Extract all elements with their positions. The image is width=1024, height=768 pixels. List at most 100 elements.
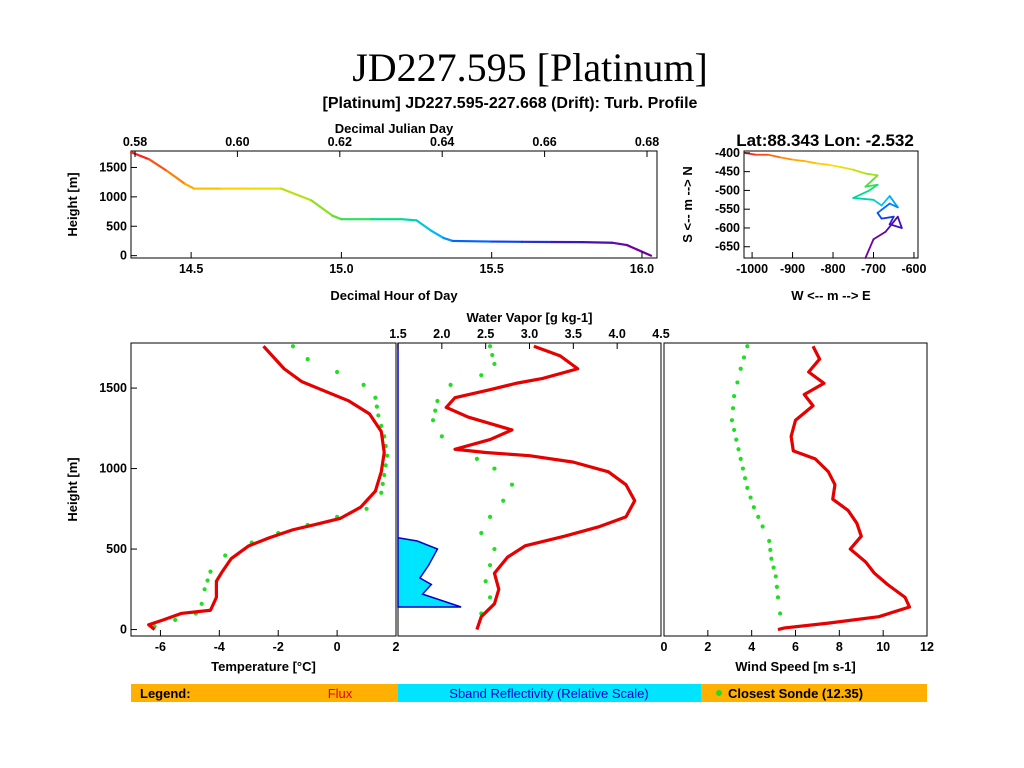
- sonde-temperature-point: [382, 472, 387, 478]
- x-tick-label: 10: [876, 640, 890, 654]
- sonde-wind-speed-point: [742, 476, 748, 481]
- drift-track-segment: [864, 178, 875, 188]
- height-track-segment: [280, 187, 313, 202]
- drift-track-segment: [888, 195, 899, 209]
- sonde-water-vapor-point: [474, 456, 479, 462]
- plot-frame: [130, 342, 397, 637]
- legend-bar: Legend: Flux Sband Reflectivity (Relativ…: [131, 684, 927, 702]
- legend-sonde: Closest Sonde (12.35): [728, 686, 863, 701]
- height-track-segment: [147, 158, 169, 173]
- x-tick-label: 8: [836, 640, 843, 654]
- flux-wind-speed-line: [777, 345, 912, 632]
- sonde-water-vapor-point: [435, 398, 440, 404]
- x-tick-label: -1000: [736, 262, 768, 276]
- sonde-wind-speed-point: [771, 565, 776, 570]
- sonde-water-vapor-point: [492, 466, 497, 471]
- x-tick-label: 4.5: [652, 327, 669, 341]
- drift-track-segment: [791, 158, 806, 163]
- x-tick-label: 2.5: [477, 327, 494, 341]
- sonde-wind-speed-point: [734, 437, 739, 442]
- x-axis-label: Temperature [°C]: [211, 659, 316, 674]
- sonde-temperature-point: [364, 506, 369, 511]
- drift-track-segment: [888, 215, 895, 226]
- sonde-wind-speed-point: [778, 611, 783, 616]
- page-title: JD227.595 [Platinum]: [352, 45, 708, 90]
- legend-sband: Sband Reflectivity (Relative Scale): [449, 686, 648, 701]
- sonde-water-vapor-point: [483, 579, 488, 584]
- sonde-temperature-point: [379, 423, 384, 429]
- height-track-segment: [415, 219, 433, 233]
- sonde-temperature-point: [290, 344, 296, 349]
- sonde-temperature-point: [374, 404, 379, 409]
- y-tick-label: 1000: [99, 462, 127, 476]
- x-tick-label: 2: [704, 640, 711, 654]
- x-top-tick-label: 0.66: [532, 135, 556, 149]
- y-tick-label: 0: [120, 623, 127, 637]
- sonde-wind-speed-point: [741, 355, 747, 360]
- flux-water-vapor-line: [444, 344, 637, 631]
- x-axis-label: Wind Speed [m s-1]: [735, 659, 856, 674]
- height-track-segment: [625, 243, 653, 257]
- plot-frame: [743, 150, 919, 259]
- x-tick-label: 2.0: [433, 327, 450, 341]
- y-tick-label: -650: [715, 240, 740, 254]
- flux-temperature-line: [147, 345, 386, 631]
- panel-water-vapor: 1.5 2.0 2.5 3.0 3.5 4.0 4.5 Water Vapor [g kg-1…: [389, 310, 670, 637]
- y-axis-label: Height [m]: [65, 172, 80, 236]
- legend-sband-swatch: [398, 684, 701, 702]
- sonde-temperature-point: [305, 356, 310, 362]
- figure-title: [Platinum] JD227.595-227.668 (Drift): Tu…: [323, 95, 698, 112]
- sonde-temperature-point: [383, 463, 388, 468]
- sonde-water-vapor-point: [509, 482, 515, 487]
- drift-track-segment: [864, 238, 875, 259]
- sonde-temperature-point: [379, 490, 384, 495]
- y-tick-label: 500: [106, 542, 127, 556]
- sonde-water-vapor-point: [492, 361, 497, 367]
- drift-track-segment: [803, 160, 818, 165]
- x-tick-label: 6: [792, 640, 799, 654]
- x-axis-label: Water Vapor [g kg-1]: [467, 310, 593, 325]
- legend-sonde-marker: [716, 690, 722, 696]
- sonde-water-vapor-point: [439, 434, 444, 439]
- plot-frame: [397, 342, 662, 637]
- height-track-segment: [310, 199, 334, 217]
- y-tick-label: 1500: [99, 160, 127, 174]
- sonde-wind-speed-point: [745, 344, 750, 349]
- plot-frame: [663, 342, 928, 637]
- x-tick-label: -2: [273, 640, 284, 654]
- sonde-water-vapor-point: [448, 382, 453, 387]
- x-tick-label: 4: [748, 640, 755, 654]
- sonde-wind-speed-point: [775, 595, 781, 600]
- sonde-wind-speed-point: [730, 406, 736, 411]
- sonde-temperature-point: [385, 453, 390, 458]
- x-top-tick-label: 0.60: [225, 135, 249, 149]
- x-top-tick-label: 0.58: [123, 135, 147, 149]
- legend-flux: Flux: [328, 686, 353, 701]
- y-tick-label: -500: [715, 183, 740, 197]
- x-tick-label: 15.0: [329, 262, 353, 276]
- sonde-wind-speed-point: [738, 366, 743, 371]
- sonde-water-vapor-point: [479, 530, 484, 536]
- track-lat-lon: Lat:88.343 Lon: -2.532: [736, 131, 914, 150]
- x-tick-label: -900: [780, 262, 805, 276]
- sonde-water-vapor-point: [487, 563, 493, 568]
- x-axis-label: Decimal Hour of Day: [330, 288, 458, 303]
- drift-track-segment: [767, 153, 782, 159]
- sonde-wind-speed-point: [760, 524, 765, 529]
- x-tick-label: -700: [861, 262, 886, 276]
- sonde-water-vapor-point: [490, 352, 495, 358]
- drift-track-segment: [888, 202, 899, 209]
- sonde-wind-speed-point: [768, 547, 773, 552]
- sonde-wind-speed-point: [767, 538, 772, 544]
- x-top-tick-label: 0.68: [635, 135, 659, 149]
- sonde-wind-speed-point: [740, 466, 746, 471]
- x-tick-label: -600: [901, 262, 926, 276]
- sonde-wind-speed-point: [756, 514, 761, 519]
- y-tick-label: -400: [715, 146, 740, 160]
- x-top-tick-label: 0.64: [430, 135, 454, 149]
- drift-track-segment: [864, 172, 879, 177]
- drift-track-segment: [876, 212, 883, 220]
- height-track-segment: [451, 239, 493, 243]
- drift-track-segment: [868, 183, 879, 192]
